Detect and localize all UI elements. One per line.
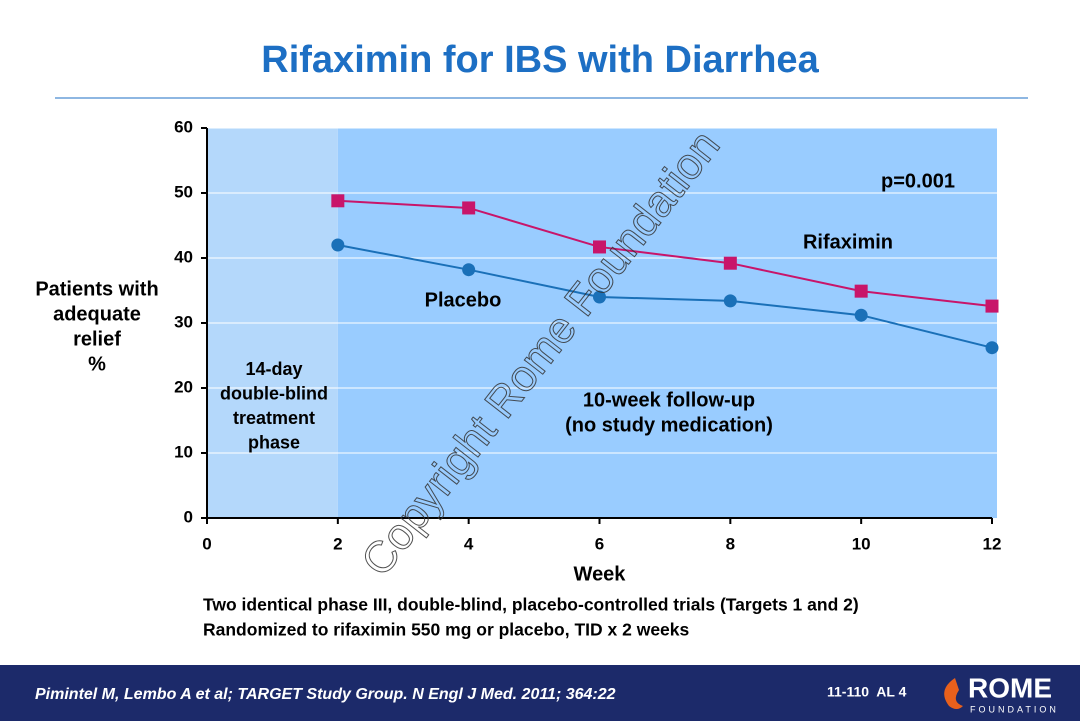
- slide-title: Rifaximin for IBS with Diarrhea: [261, 39, 819, 81]
- marker: [985, 341, 999, 355]
- marker: [593, 290, 606, 304]
- y-tick-label: 30: [174, 312, 193, 331]
- x-tick-label: 8: [726, 534, 735, 553]
- y-axis-label: %: [88, 353, 106, 375]
- logo-icon: [944, 678, 963, 709]
- followup-label: 10-week follow-up: [583, 389, 755, 411]
- y-axis-label: adequate: [53, 303, 141, 325]
- x-tick-label: 6: [595, 534, 604, 553]
- marker: [985, 299, 999, 313]
- y-tick-label: 10: [174, 442, 193, 461]
- marker: [723, 294, 737, 308]
- marker: [331, 194, 345, 208]
- marker: [593, 240, 606, 254]
- phase-label: 14-day: [245, 359, 302, 379]
- x-tick-label: 4: [464, 534, 474, 553]
- x-tick-label: 12: [983, 534, 1002, 553]
- note: Randomized to rifaximin 550 mg or placeb…: [203, 620, 690, 640]
- marker: [854, 308, 868, 322]
- slide-code: 11-110 AL 4: [827, 684, 907, 700]
- marker: [462, 263, 476, 277]
- note: Two identical phase III, double-blind, p…: [203, 595, 859, 615]
- x-axis-label: Week: [574, 563, 627, 585]
- phase-label: double-blind: [220, 383, 328, 403]
- logo-text: ROME: [968, 672, 1052, 703]
- phase-label: phase: [248, 432, 300, 452]
- phase-label: treatment: [233, 408, 315, 428]
- x-tick-label: 2: [333, 534, 342, 553]
- series-label: Placebo: [425, 289, 502, 311]
- logo-subtext: FOUNDATION: [970, 704, 1059, 714]
- y-tick-label: 50: [174, 182, 193, 201]
- x-tick-label: 10: [852, 534, 871, 553]
- followup-label: (no study medication): [565, 414, 773, 436]
- marker: [331, 238, 345, 252]
- marker: [854, 284, 868, 298]
- series-line: [337, 244, 993, 349]
- x-tick-label: 0: [202, 534, 211, 553]
- marker: [462, 201, 476, 215]
- y-axis-label: relief: [73, 328, 121, 350]
- y-tick-label: 20: [174, 377, 193, 396]
- y-tick-label: 60: [174, 117, 193, 136]
- series-line: [337, 199, 993, 308]
- p-value: p=0.001: [881, 170, 955, 192]
- y-tick-label: 0: [184, 507, 193, 526]
- marker: [723, 256, 737, 270]
- footer-bar: [0, 665, 1080, 721]
- citation: Pimintel M, Lembo A et al; TARGET Study …: [35, 686, 616, 703]
- series-label: Rifaximin: [803, 231, 893, 253]
- y-axis-label: Patients with: [35, 278, 158, 300]
- y-tick-label: 40: [174, 247, 193, 266]
